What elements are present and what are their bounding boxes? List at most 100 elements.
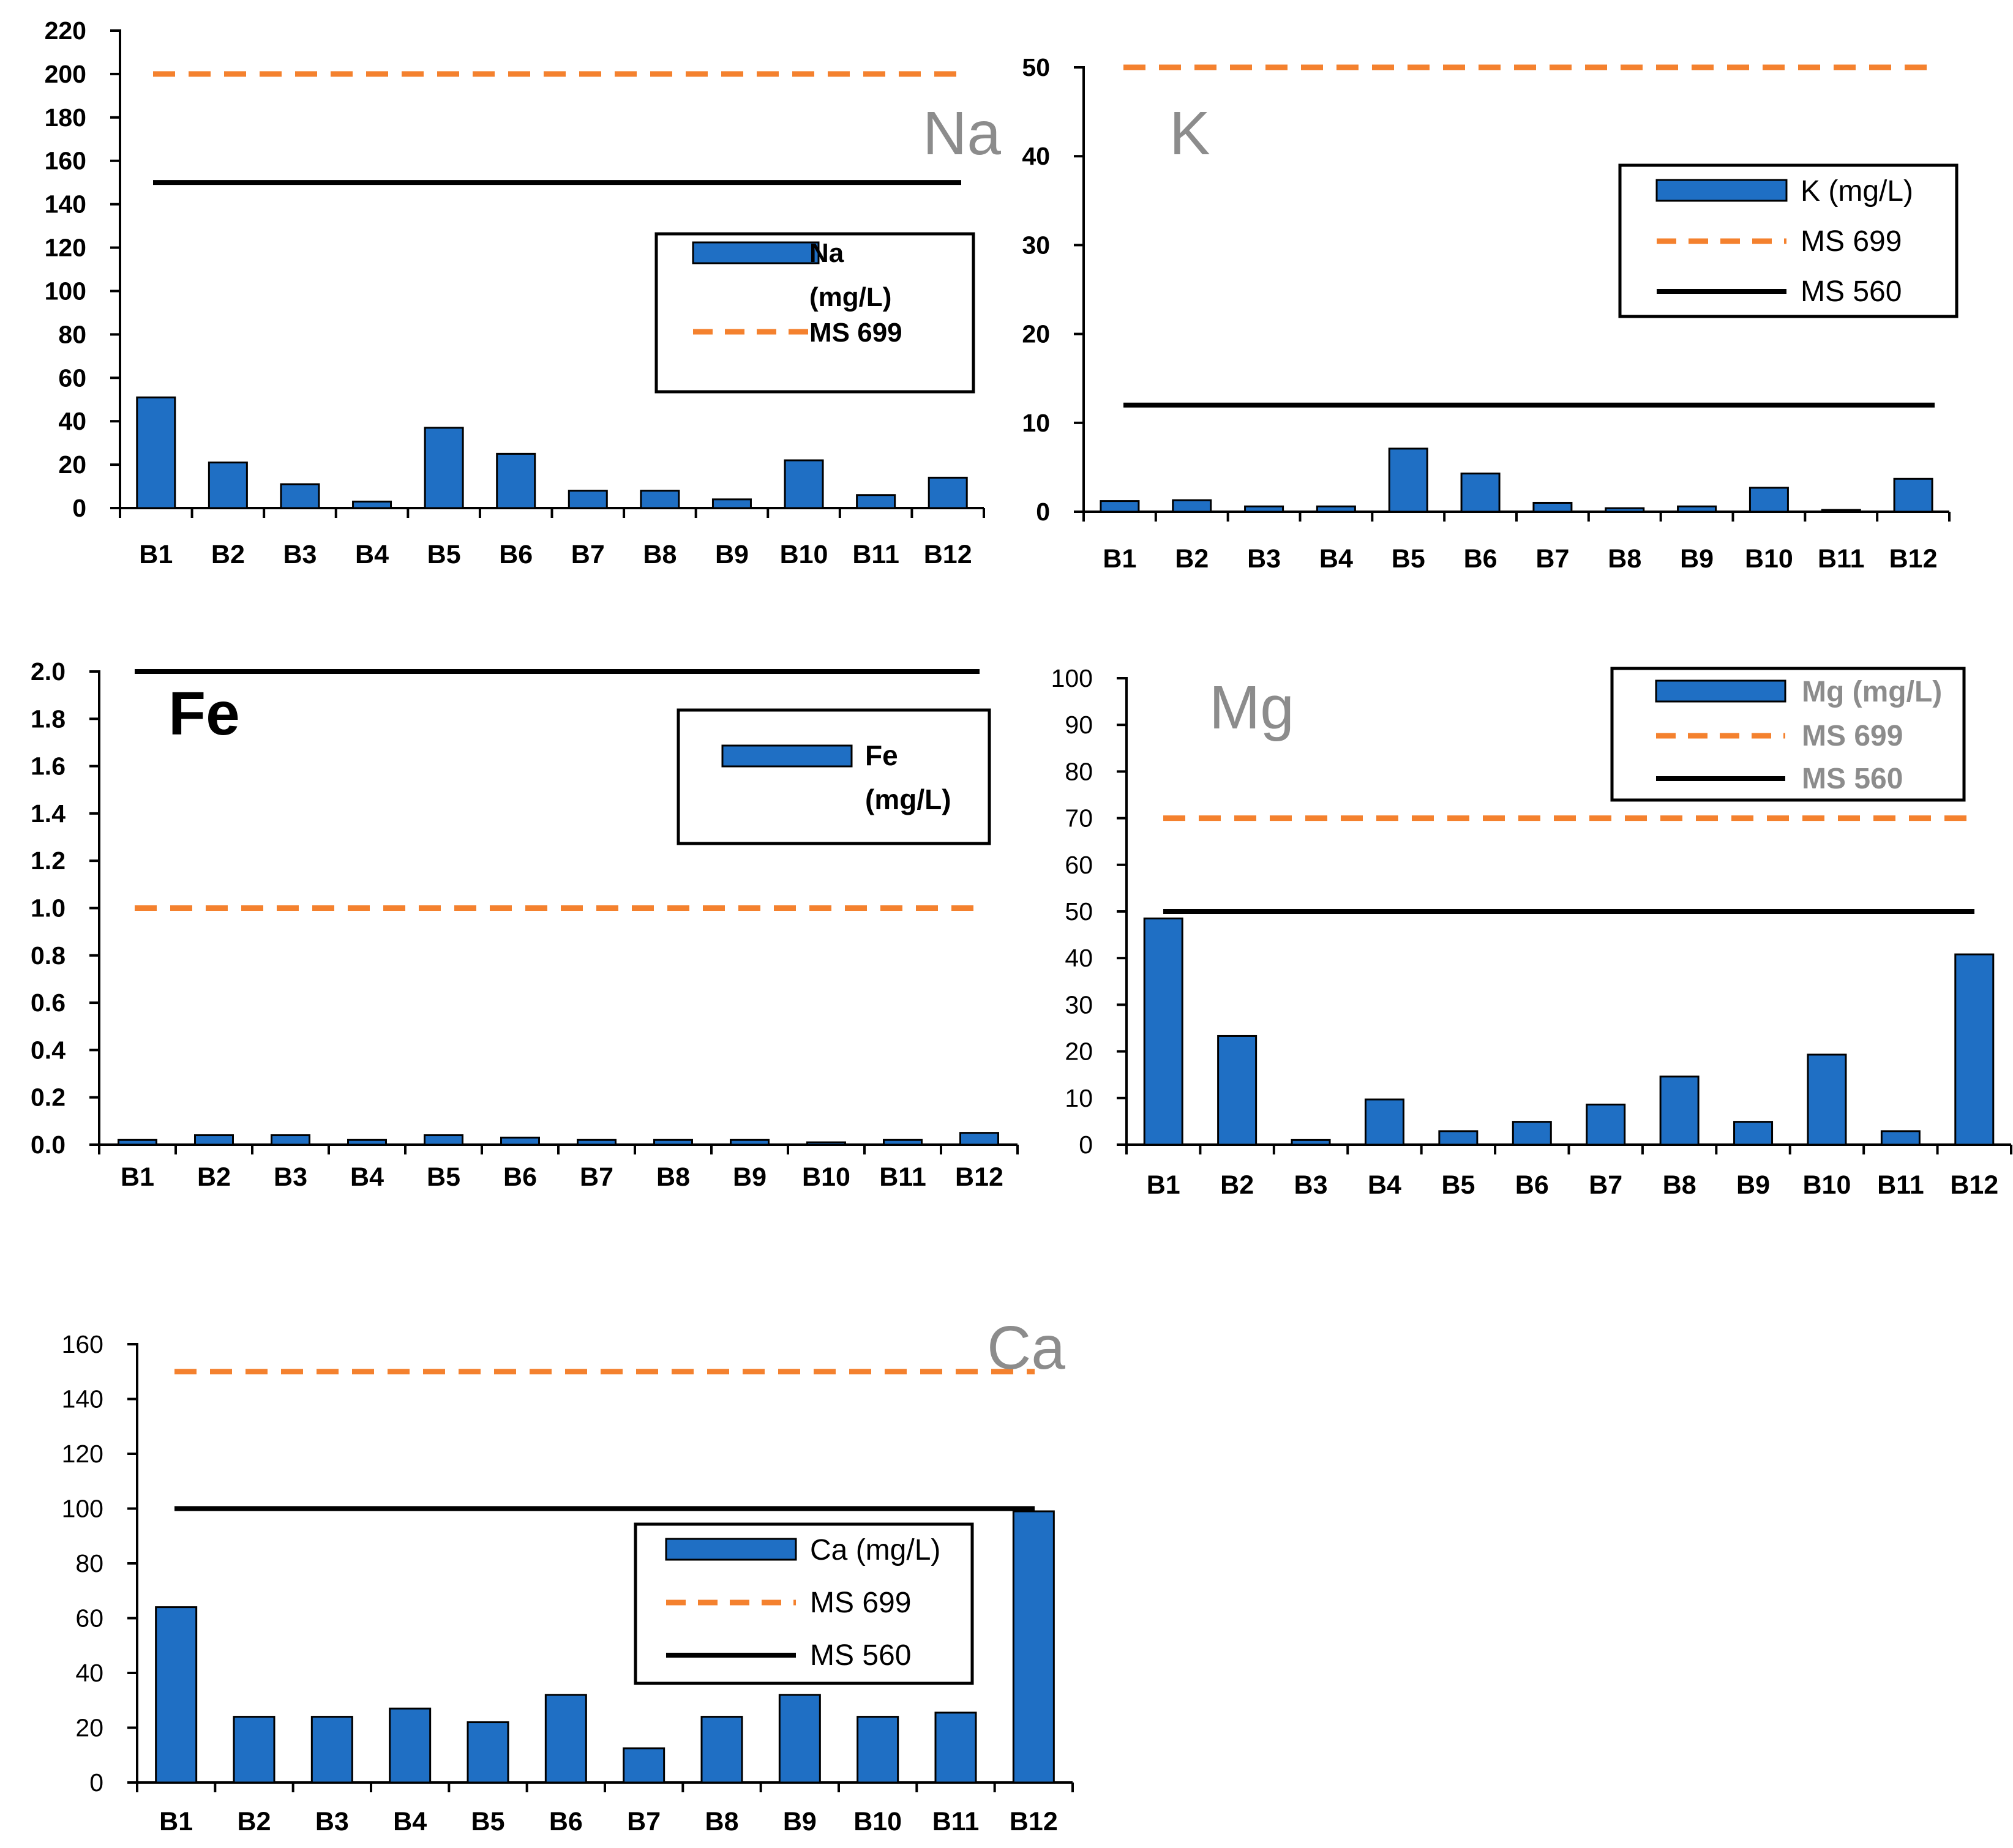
- bar: [883, 1139, 923, 1146]
- bar: [194, 1134, 234, 1146]
- bar: [424, 427, 464, 509]
- bar: [424, 1134, 463, 1146]
- y-tick-label: 2.0: [31, 657, 66, 686]
- y-tick-label: 20: [58, 451, 86, 479]
- x-category-label: B5: [1441, 1170, 1475, 1200]
- x-category-label: B11: [1877, 1170, 1924, 1200]
- y-tick-label: 30: [1022, 231, 1050, 259]
- legend: K (mg/L) MS 699 MS 560: [1618, 163, 1959, 318]
- bar-series: [118, 1132, 999, 1146]
- bar: [730, 1139, 770, 1146]
- bar: [233, 1716, 276, 1784]
- bar: [1244, 505, 1284, 513]
- chart-title: Ca: [987, 1314, 1065, 1382]
- bar: [778, 1694, 821, 1784]
- y-tick-label: 100: [45, 277, 86, 305]
- y-tick-label: 1.6: [31, 752, 66, 780]
- legend-box: [677, 708, 991, 845]
- x-category-label: B7: [1589, 1170, 1622, 1200]
- y-tick-label: 60: [75, 1604, 103, 1633]
- legend: Na (mg/L) MS 699: [654, 232, 975, 394]
- legend-label: (mg/L): [865, 784, 951, 815]
- legend-label: MS 560: [1802, 763, 1903, 795]
- legend: Mg (mg/L) MS 699 MS 560: [1610, 667, 1966, 802]
- x-category-label: B4: [350, 1162, 384, 1192]
- bar: [1586, 1103, 1626, 1146]
- x-category-label: B9: [783, 1807, 817, 1836]
- y-tick-label: 50: [1022, 53, 1050, 81]
- y-tick-label: 80: [58, 320, 86, 348]
- x-category-label: B4: [1368, 1170, 1401, 1200]
- bar: [208, 462, 248, 509]
- x-category-label: B10: [802, 1162, 850, 1192]
- y-tick-label: 0.2: [31, 1083, 66, 1112]
- y-tick-label: 60: [1065, 851, 1093, 879]
- x-category-label: B8: [1663, 1170, 1696, 1200]
- legend: Ca (mg/L) MS 699 MS 560: [634, 1522, 974, 1685]
- legend-label: MS 560: [810, 1639, 911, 1672]
- x-category-label: B3: [1247, 544, 1281, 574]
- chart-title: Mg: [1209, 673, 1294, 742]
- y-tick-label: 80: [75, 1549, 103, 1577]
- bar: [500, 1136, 540, 1146]
- x-category-label: B10: [1803, 1170, 1851, 1200]
- y-tick-label: 0: [72, 494, 86, 522]
- bar: [577, 1139, 617, 1146]
- bar-series: [136, 396, 968, 509]
- x-category-label: B7: [1535, 544, 1569, 574]
- x-category-label: B3: [274, 1162, 307, 1192]
- x-category-label: B2: [1175, 544, 1209, 574]
- y-tick-label: 70: [1065, 804, 1093, 832]
- y-tick-label: 100: [62, 1495, 103, 1523]
- legend: Fe (mg/L): [677, 708, 991, 845]
- bar: [347, 1139, 387, 1146]
- bar: [856, 494, 896, 509]
- x-category-label: B6: [499, 540, 533, 569]
- legend-label: K (mg/L): [1801, 175, 1913, 208]
- legend-label: MS 699: [1801, 225, 1902, 258]
- y-tick-label: 10: [1065, 1084, 1093, 1112]
- x-category-label: B5: [427, 1162, 460, 1192]
- y-tick-label: 0.0: [31, 1131, 66, 1159]
- x-category-label: B5: [471, 1807, 505, 1836]
- legend-label: Mg (mg/L): [1802, 676, 1942, 708]
- x-category-label: B9: [1680, 544, 1714, 574]
- y-tick-label: 40: [1022, 142, 1050, 170]
- bar: [352, 500, 392, 509]
- y-tick-label: 200: [45, 60, 86, 88]
- chart-k: 0 10 20 30 40 50 B1 B2 B3 B4 B5 B6 B7 B8 B9 B10 B11 B12 K K…: [1022, 53, 1959, 574]
- y-tick-label: 90: [1065, 711, 1093, 739]
- x-category-label: B2: [211, 540, 245, 569]
- x-category-label: B3: [315, 1807, 349, 1836]
- x-category-label: B8: [1608, 544, 1641, 574]
- y-tick-label: 60: [58, 364, 86, 392]
- bar: [1100, 500, 1140, 513]
- bar: [544, 1694, 587, 1784]
- y-tick-label: 120: [62, 1440, 103, 1468]
- y-tick-label: 180: [45, 103, 86, 132]
- x-category-label: B12: [955, 1162, 1003, 1192]
- bar: [155, 1606, 198, 1784]
- x-category-label: B1: [159, 1807, 193, 1836]
- legend-bar-swatch: [1655, 179, 1788, 202]
- bar: [1821, 509, 1861, 513]
- x-category-label: B12: [1950, 1170, 1998, 1200]
- legend-label: MS 699: [810, 1587, 911, 1619]
- y-tick-labels: 0 20 40 60 80 100 120 140 160 180 200 220: [45, 17, 120, 522]
- y-tick-label: 20: [75, 1714, 103, 1742]
- x-category-label: B9: [733, 1162, 767, 1192]
- bar: [711, 498, 752, 509]
- x-tick-labels: B1 B2 B3 B4 B5 B6 B7 B8 B9 B10 B11 B12: [1125, 1145, 2012, 1200]
- bar: [1316, 505, 1356, 513]
- x-category-label: B12: [1889, 544, 1938, 574]
- x-category-label: B5: [427, 540, 461, 569]
- bar: [496, 452, 536, 509]
- y-tick-label: 40: [1065, 944, 1093, 972]
- y-tick-label: 0.4: [31, 1036, 66, 1064]
- x-category-label: B1: [139, 540, 173, 569]
- legend-label: MS 560: [1801, 275, 1902, 308]
- legend-label: MS 699: [809, 318, 902, 348]
- y-tick-label: 140: [62, 1385, 103, 1413]
- x-category-label: B11: [1818, 544, 1865, 574]
- x-category-label: B8: [643, 540, 677, 569]
